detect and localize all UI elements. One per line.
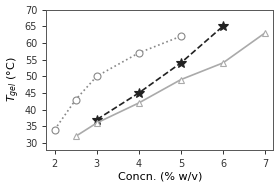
Y-axis label: $\it{T_{gel}}$ (°C): $\it{T_{gel}}$ (°C) bbox=[6, 57, 22, 102]
X-axis label: Concn. (% w/v): Concn. (% w/v) bbox=[118, 171, 202, 181]
